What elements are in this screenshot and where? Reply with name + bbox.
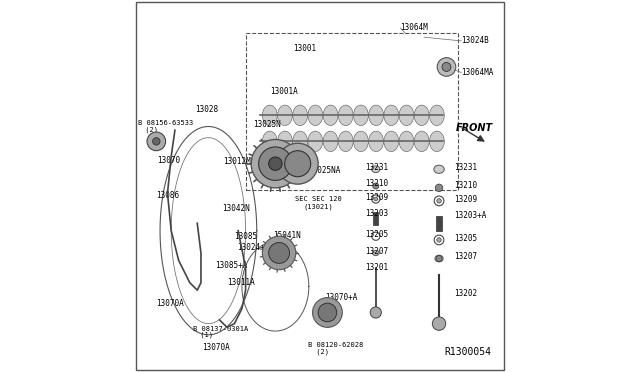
Circle shape — [442, 62, 451, 71]
Circle shape — [312, 298, 342, 327]
Ellipse shape — [384, 131, 399, 152]
Text: 13070A: 13070A — [156, 299, 184, 308]
Text: 13231: 13231 — [454, 163, 477, 172]
Text: SEC SEC 120: SEC SEC 120 — [295, 196, 342, 202]
Ellipse shape — [278, 131, 292, 152]
Text: B 08120-62028: B 08120-62028 — [308, 342, 364, 348]
Ellipse shape — [323, 131, 338, 152]
Ellipse shape — [292, 131, 308, 152]
Text: 13205: 13205 — [454, 234, 477, 243]
Text: R1300054: R1300054 — [444, 347, 491, 357]
Text: 13064MA: 13064MA — [461, 68, 493, 77]
Text: 13203: 13203 — [365, 209, 388, 218]
Ellipse shape — [414, 105, 429, 126]
Text: 13025NA: 13025NA — [308, 166, 340, 175]
Ellipse shape — [369, 105, 383, 126]
Circle shape — [437, 58, 456, 76]
Text: 13201: 13201 — [365, 263, 388, 272]
Text: 13025N: 13025N — [253, 120, 281, 129]
Circle shape — [277, 143, 318, 184]
Text: 13028: 13028 — [195, 105, 218, 114]
Text: 13210: 13210 — [365, 179, 388, 188]
Text: 13024B: 13024B — [461, 36, 489, 45]
Text: 13001: 13001 — [293, 44, 316, 53]
Text: B 08156-63533: B 08156-63533 — [138, 120, 193, 126]
Ellipse shape — [308, 131, 323, 152]
Text: 13070: 13070 — [157, 156, 180, 165]
Circle shape — [373, 183, 379, 189]
Ellipse shape — [429, 131, 444, 152]
Circle shape — [374, 197, 378, 201]
Ellipse shape — [323, 105, 338, 126]
Ellipse shape — [399, 105, 414, 126]
Text: 13209: 13209 — [365, 193, 388, 202]
Text: (2): (2) — [141, 127, 157, 134]
Ellipse shape — [414, 131, 429, 152]
Ellipse shape — [434, 165, 444, 173]
Ellipse shape — [262, 105, 277, 126]
Text: 13205: 13205 — [365, 230, 388, 239]
Text: 13012M: 13012M — [223, 157, 251, 166]
Text: 13070+A: 13070+A — [326, 293, 358, 302]
Circle shape — [435, 184, 443, 192]
Ellipse shape — [435, 255, 443, 262]
Circle shape — [262, 236, 296, 270]
Circle shape — [437, 199, 441, 203]
Circle shape — [269, 157, 282, 170]
Text: 13231: 13231 — [365, 163, 388, 172]
Circle shape — [147, 132, 166, 151]
Text: 15041N: 15041N — [273, 231, 301, 240]
Ellipse shape — [372, 250, 379, 256]
Circle shape — [269, 243, 289, 263]
Ellipse shape — [372, 166, 380, 173]
Text: 13064M: 13064M — [401, 23, 428, 32]
Text: 13207: 13207 — [454, 252, 477, 261]
Ellipse shape — [262, 131, 277, 152]
Text: 13085+A: 13085+A — [215, 262, 248, 270]
Circle shape — [433, 317, 445, 330]
Text: B 08137-0301A: B 08137-0301A — [193, 326, 248, 332]
Text: 13203+A: 13203+A — [454, 211, 486, 220]
Text: 13024+A: 13024+A — [237, 243, 270, 252]
Ellipse shape — [339, 105, 353, 126]
Text: 13001A: 13001A — [270, 87, 298, 96]
Circle shape — [259, 147, 292, 180]
Text: 13209: 13209 — [454, 195, 477, 203]
Circle shape — [251, 140, 300, 188]
Ellipse shape — [353, 131, 369, 152]
Circle shape — [370, 307, 381, 318]
Text: (13021): (13021) — [303, 203, 333, 210]
Ellipse shape — [399, 131, 414, 152]
Ellipse shape — [278, 105, 292, 126]
Text: 13070A: 13070A — [202, 343, 230, 352]
Ellipse shape — [353, 105, 369, 126]
Ellipse shape — [292, 105, 308, 126]
Ellipse shape — [384, 105, 399, 126]
Text: 13202: 13202 — [454, 289, 477, 298]
Text: 13086: 13086 — [156, 191, 179, 200]
Text: 13207: 13207 — [365, 247, 388, 256]
Text: 13210: 13210 — [454, 181, 477, 190]
Text: (1): (1) — [196, 331, 214, 338]
Text: 13042N: 13042N — [223, 204, 250, 213]
Circle shape — [437, 238, 441, 242]
Bar — [373, 212, 378, 225]
Circle shape — [285, 151, 310, 177]
Ellipse shape — [429, 105, 444, 126]
Text: 13085: 13085 — [234, 232, 257, 241]
Circle shape — [436, 256, 442, 262]
Bar — [436, 216, 442, 231]
Text: (2): (2) — [312, 348, 329, 355]
Text: 13011A: 13011A — [227, 278, 255, 287]
Circle shape — [318, 303, 337, 322]
Text: FRONT: FRONT — [456, 124, 493, 133]
Ellipse shape — [308, 105, 323, 126]
Ellipse shape — [369, 131, 383, 152]
Ellipse shape — [339, 131, 353, 152]
Circle shape — [152, 138, 160, 145]
